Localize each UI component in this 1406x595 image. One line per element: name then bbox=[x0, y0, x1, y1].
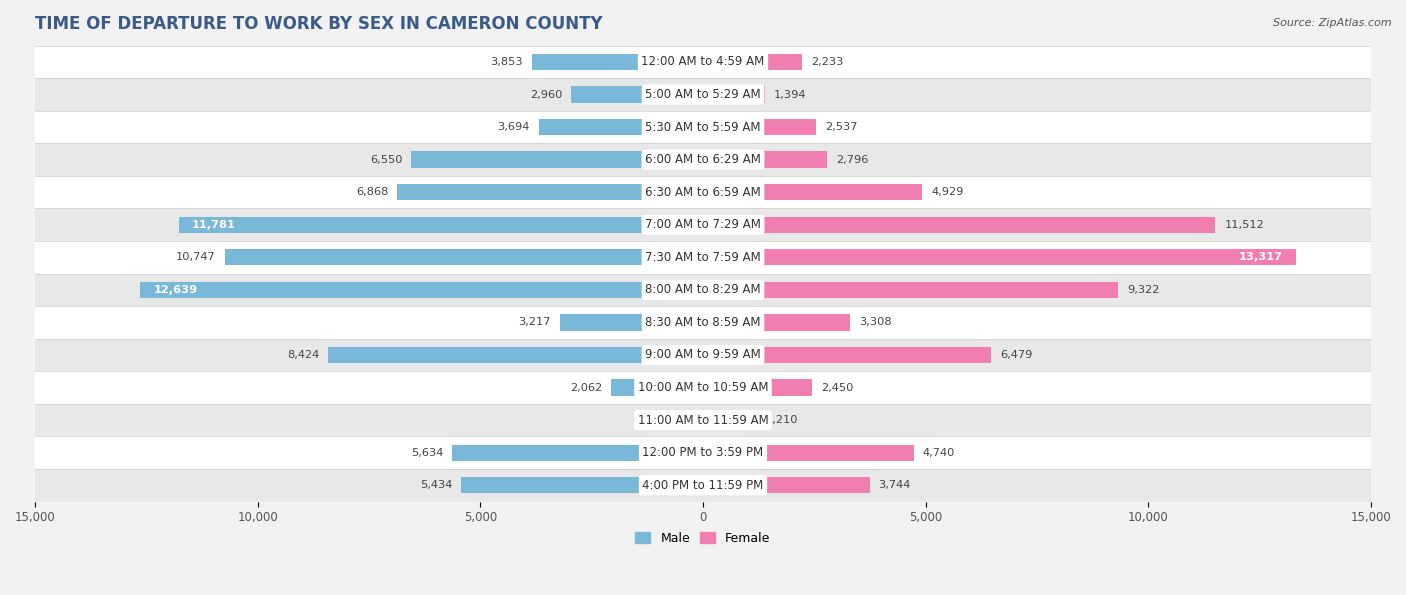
Bar bbox=[328, 347, 703, 363]
Bar bbox=[560, 314, 703, 331]
Bar bbox=[703, 119, 815, 135]
Bar bbox=[612, 380, 703, 396]
Text: 6:00 AM to 6:29 AM: 6:00 AM to 6:29 AM bbox=[645, 153, 761, 166]
Text: 12:00 AM to 4:59 AM: 12:00 AM to 4:59 AM bbox=[641, 55, 765, 68]
Text: 3,694: 3,694 bbox=[498, 122, 530, 132]
Text: 4,740: 4,740 bbox=[922, 447, 955, 458]
Text: 5:30 AM to 5:59 AM: 5:30 AM to 5:59 AM bbox=[645, 121, 761, 133]
Text: 2,796: 2,796 bbox=[837, 155, 869, 165]
Bar bbox=[35, 306, 1371, 339]
Text: 3,217: 3,217 bbox=[519, 318, 551, 327]
Text: 6,868: 6,868 bbox=[356, 187, 388, 197]
Bar bbox=[453, 444, 703, 461]
Bar bbox=[703, 444, 914, 461]
Text: 7:30 AM to 7:59 AM: 7:30 AM to 7:59 AM bbox=[645, 251, 761, 264]
Text: 6:30 AM to 6:59 AM: 6:30 AM to 6:59 AM bbox=[645, 186, 761, 199]
Legend: Male, Female: Male, Female bbox=[630, 527, 776, 550]
Text: 2,537: 2,537 bbox=[825, 122, 858, 132]
Bar bbox=[703, 249, 1296, 265]
Text: 2,233: 2,233 bbox=[811, 57, 844, 67]
Bar bbox=[35, 371, 1371, 404]
Bar bbox=[35, 111, 1371, 143]
Text: 12:00 PM to 3:59 PM: 12:00 PM to 3:59 PM bbox=[643, 446, 763, 459]
Bar bbox=[703, 314, 851, 331]
Text: 8:00 AM to 8:29 AM: 8:00 AM to 8:29 AM bbox=[645, 283, 761, 296]
Bar bbox=[703, 380, 813, 396]
Bar bbox=[35, 436, 1371, 469]
Text: 2,960: 2,960 bbox=[530, 89, 562, 99]
Bar bbox=[35, 241, 1371, 274]
Text: 4:00 PM to 11:59 PM: 4:00 PM to 11:59 PM bbox=[643, 479, 763, 491]
Bar bbox=[531, 54, 703, 70]
Bar bbox=[412, 152, 703, 168]
Text: 3,744: 3,744 bbox=[879, 480, 911, 490]
Text: 9,322: 9,322 bbox=[1126, 285, 1159, 295]
Text: 3,308: 3,308 bbox=[859, 318, 891, 327]
Text: 4,929: 4,929 bbox=[931, 187, 963, 197]
Bar bbox=[225, 249, 703, 265]
Bar bbox=[703, 412, 756, 428]
Text: 3,853: 3,853 bbox=[489, 57, 523, 67]
Bar bbox=[35, 208, 1371, 241]
Bar bbox=[703, 184, 922, 201]
Bar bbox=[35, 78, 1371, 111]
Text: 8:30 AM to 8:59 AM: 8:30 AM to 8:59 AM bbox=[645, 316, 761, 329]
Text: 12,639: 12,639 bbox=[153, 285, 198, 295]
Text: 1,394: 1,394 bbox=[773, 89, 807, 99]
Bar bbox=[179, 217, 703, 233]
Text: 7:00 AM to 7:29 AM: 7:00 AM to 7:29 AM bbox=[645, 218, 761, 231]
Bar bbox=[461, 477, 703, 493]
Bar bbox=[668, 412, 703, 428]
Bar bbox=[35, 469, 1371, 502]
Text: 10:00 AM to 10:59 AM: 10:00 AM to 10:59 AM bbox=[638, 381, 768, 394]
Text: 10,747: 10,747 bbox=[176, 252, 215, 262]
Text: 5,434: 5,434 bbox=[420, 480, 453, 490]
Text: 13,317: 13,317 bbox=[1239, 252, 1282, 262]
Text: 6,550: 6,550 bbox=[370, 155, 402, 165]
Text: 11,512: 11,512 bbox=[1225, 220, 1264, 230]
Text: 11:00 AM to 11:59 AM: 11:00 AM to 11:59 AM bbox=[638, 414, 768, 427]
Text: 1,210: 1,210 bbox=[766, 415, 799, 425]
Text: 5,634: 5,634 bbox=[411, 447, 443, 458]
Bar bbox=[703, 282, 1118, 298]
Bar bbox=[398, 184, 703, 201]
Bar bbox=[703, 347, 991, 363]
Text: 6,479: 6,479 bbox=[1000, 350, 1032, 360]
Bar bbox=[538, 119, 703, 135]
Bar bbox=[141, 282, 703, 298]
Bar bbox=[35, 404, 1371, 436]
Text: 800: 800 bbox=[637, 415, 658, 425]
Text: 8,424: 8,424 bbox=[287, 350, 319, 360]
Text: Source: ZipAtlas.com: Source: ZipAtlas.com bbox=[1274, 18, 1392, 28]
Text: 9:00 AM to 9:59 AM: 9:00 AM to 9:59 AM bbox=[645, 349, 761, 362]
Bar bbox=[35, 339, 1371, 371]
Bar bbox=[35, 143, 1371, 176]
Text: 2,062: 2,062 bbox=[569, 383, 602, 393]
Bar bbox=[35, 274, 1371, 306]
Bar bbox=[703, 477, 870, 493]
Text: TIME OF DEPARTURE TO WORK BY SEX IN CAMERON COUNTY: TIME OF DEPARTURE TO WORK BY SEX IN CAME… bbox=[35, 15, 603, 33]
Bar bbox=[35, 46, 1371, 78]
Bar bbox=[571, 86, 703, 103]
Bar bbox=[703, 152, 828, 168]
Bar bbox=[35, 176, 1371, 208]
Bar bbox=[703, 54, 803, 70]
Bar bbox=[703, 86, 765, 103]
Text: 5:00 AM to 5:29 AM: 5:00 AM to 5:29 AM bbox=[645, 88, 761, 101]
Text: 11,781: 11,781 bbox=[193, 220, 236, 230]
Bar bbox=[703, 217, 1215, 233]
Text: 2,450: 2,450 bbox=[821, 383, 853, 393]
